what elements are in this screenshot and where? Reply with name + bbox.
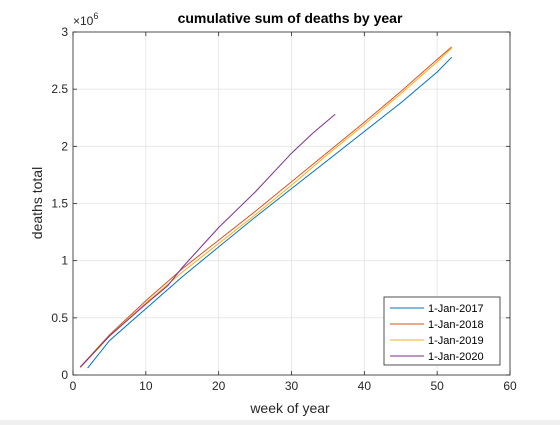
x-tick-label: 30 [285,379,299,393]
series-lines [79,46,453,369]
x-tick-label: 20 [212,379,226,393]
y-tick-label: 0.5 [51,311,68,325]
y-tick-label: 2 [61,139,68,153]
y-tick-label: 2.5 [51,82,68,96]
x-tick-label: 40 [358,379,372,393]
legend: 1-Jan-2017 1-Jan-2018 1-Jan-2019 1-Jan-2020 [383,296,501,366]
y-tick-label: 1.5 [51,197,68,211]
y-exponent-base: ×10 [73,14,94,28]
legend-label: 1-Jan-2019 [428,335,484,347]
legend-label: 1-Jan-2017 [428,303,484,315]
y-tick-label: 1 [61,254,68,268]
x-axis-label: week of year [249,400,330,416]
x-tick-label: 10 [139,379,153,393]
y-tick-label: 3 [61,25,68,39]
y-exponent-label: ×106 [73,11,98,28]
y-tick-label: 0 [61,368,68,382]
series-line [87,56,453,369]
series-line [79,113,336,368]
x-tick-label: 0 [70,379,77,393]
chart-title: cumulative sum of deaths by year [178,10,403,26]
legend-label: 1-Jan-2020 [428,351,484,363]
x-tick-label: 60 [503,379,517,393]
legend-label: 1-Jan-2018 [428,319,484,331]
axis-ticks: 0 10 20 30 40 50 60 0 0.5 1 1.5 2 2.5 3 [51,25,517,393]
x-tick-label: 50 [430,379,444,393]
y-axis-label: deaths total [29,167,45,239]
y-exponent-power: 6 [93,11,98,21]
series-line [79,46,453,368]
series-line [79,47,453,368]
